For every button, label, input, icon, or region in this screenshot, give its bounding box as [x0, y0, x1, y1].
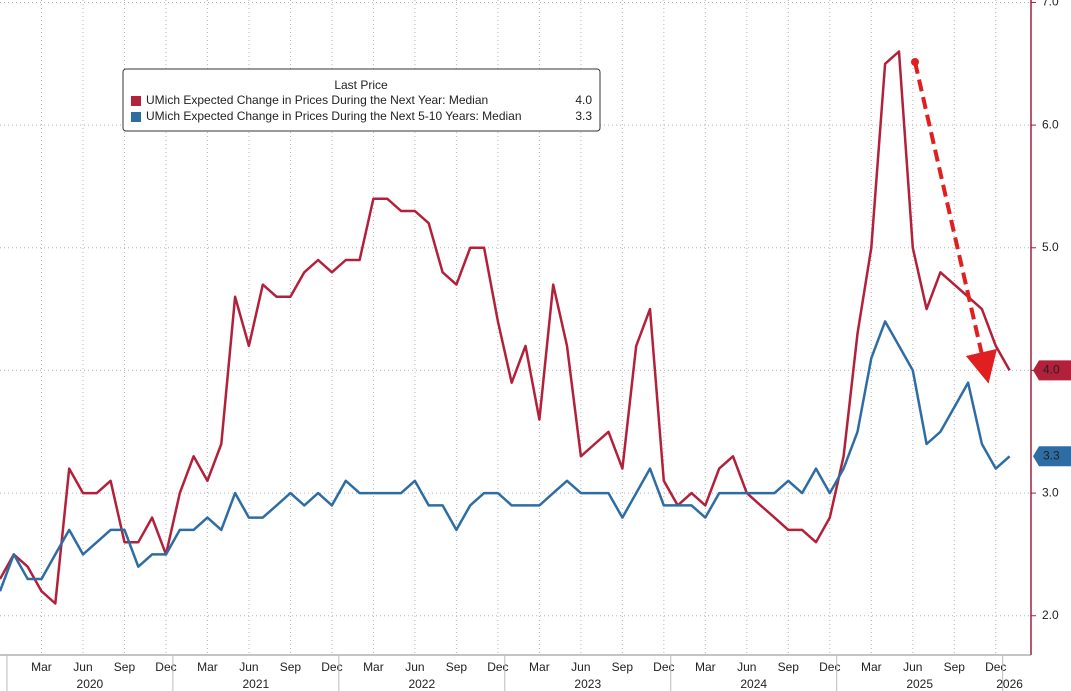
x-tick-label: Mar — [197, 660, 218, 674]
x-tick-label: Mar — [695, 660, 716, 674]
year-label: 2024 — [740, 677, 767, 691]
y-tick-label: 3.0 — [1042, 485, 1059, 499]
x-tick-label: Sep — [778, 660, 800, 674]
x-tick-label: Mar — [529, 660, 550, 674]
year-label: 2026 — [996, 677, 1023, 691]
x-tick-label: Sep — [114, 660, 136, 674]
series-line — [0, 320, 1011, 592]
x-tick-label: Dec — [985, 660, 1006, 674]
x-tick-label: Jun — [571, 660, 590, 674]
x-tick-label: Jun — [239, 660, 258, 674]
last-value-badge — [1033, 446, 1071, 467]
x-tick-label: Sep — [446, 660, 468, 674]
x-tick-label: Dec — [321, 660, 342, 674]
y-tick-label: 6.0 — [1042, 117, 1059, 131]
legend-swatch — [131, 96, 141, 106]
legend-value: 4.0 — [575, 93, 592, 107]
x-tick-label: Dec — [819, 660, 840, 674]
legend-box — [122, 68, 601, 132]
legend-label: UMich Expected Change in Prices During t… — [146, 93, 488, 107]
last-value-label: 4.0 — [1043, 363, 1060, 377]
legend-title: Last Price — [334, 78, 388, 92]
lines — [0, 50, 1011, 605]
annotation-arrow — [913, 61, 998, 384]
year-label: 2025 — [906, 677, 933, 691]
legend-swatch — [131, 112, 141, 122]
series-line — [0, 50, 1011, 605]
y-tick-label: 5.0 — [1042, 240, 1059, 254]
x-tick-label: Sep — [280, 660, 302, 674]
y-tick-label: 2.0 — [1042, 608, 1059, 622]
x-tick-label: Dec — [487, 660, 508, 674]
last-value-badge — [1033, 360, 1071, 381]
x-tick-label: Jun — [73, 660, 92, 674]
x-tick-label: Sep — [612, 660, 634, 674]
year-label: 2020 — [77, 677, 104, 691]
legend-value: 3.3 — [575, 109, 592, 123]
x-tick-label: Mar — [861, 660, 882, 674]
x-tick-label: Jun — [903, 660, 922, 674]
y-tick-label: 7.0 — [1042, 0, 1059, 9]
year-label: 2021 — [243, 677, 270, 691]
x-tick-label: Dec — [155, 660, 176, 674]
arrow-start — [911, 58, 919, 66]
legend-label: UMich Expected Change in Prices During t… — [146, 109, 522, 123]
x-tick-label: Jun — [405, 660, 424, 674]
year-label: 2022 — [408, 677, 435, 691]
x-tick-label: Sep — [944, 660, 966, 674]
year-label: 2023 — [574, 677, 601, 691]
x-tick-label: Mar — [363, 660, 384, 674]
legend: Last Price UMich Expected Change in Pric… — [122, 68, 601, 132]
x-tick-label: Jun — [737, 660, 756, 674]
x-tick-label: Dec — [653, 660, 674, 674]
last-value-label: 3.3 — [1043, 448, 1060, 462]
x-tick-label: Mar — [31, 660, 52, 674]
